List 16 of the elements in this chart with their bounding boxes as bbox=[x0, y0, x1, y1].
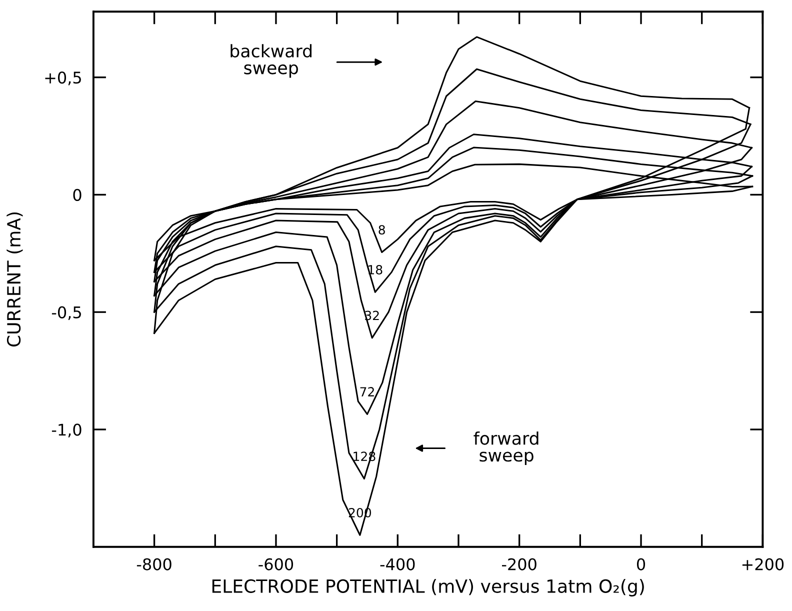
annotation: backward sweep bbox=[230, 44, 312, 78]
x-tick-label: -400 bbox=[380, 558, 415, 570]
y-tick-label: -0,5 bbox=[52, 306, 81, 320]
annotation: forward sweep bbox=[474, 431, 538, 466]
x-tick-label: -200 bbox=[502, 558, 536, 570]
x-tick-label: -800 bbox=[136, 558, 172, 570]
x-tick-label: +200 bbox=[742, 558, 784, 570]
x-tick-label: -600 bbox=[258, 558, 294, 570]
x-axis-title: ELECTRODE POTENTIAL (mV) versus 1atm O₂(g) bbox=[212, 578, 644, 596]
y-tick-label: 0 bbox=[73, 188, 82, 202]
series-label: 8 bbox=[378, 225, 385, 235]
y-axis-title: CURRENT (mA) bbox=[6, 212, 23, 347]
y-tick-label: +0,5 bbox=[45, 72, 81, 86]
y-tick-label: -1,0 bbox=[52, 424, 82, 438]
x-tick-label: 0 bbox=[636, 558, 646, 570]
series-label: 72 bbox=[360, 387, 374, 396]
